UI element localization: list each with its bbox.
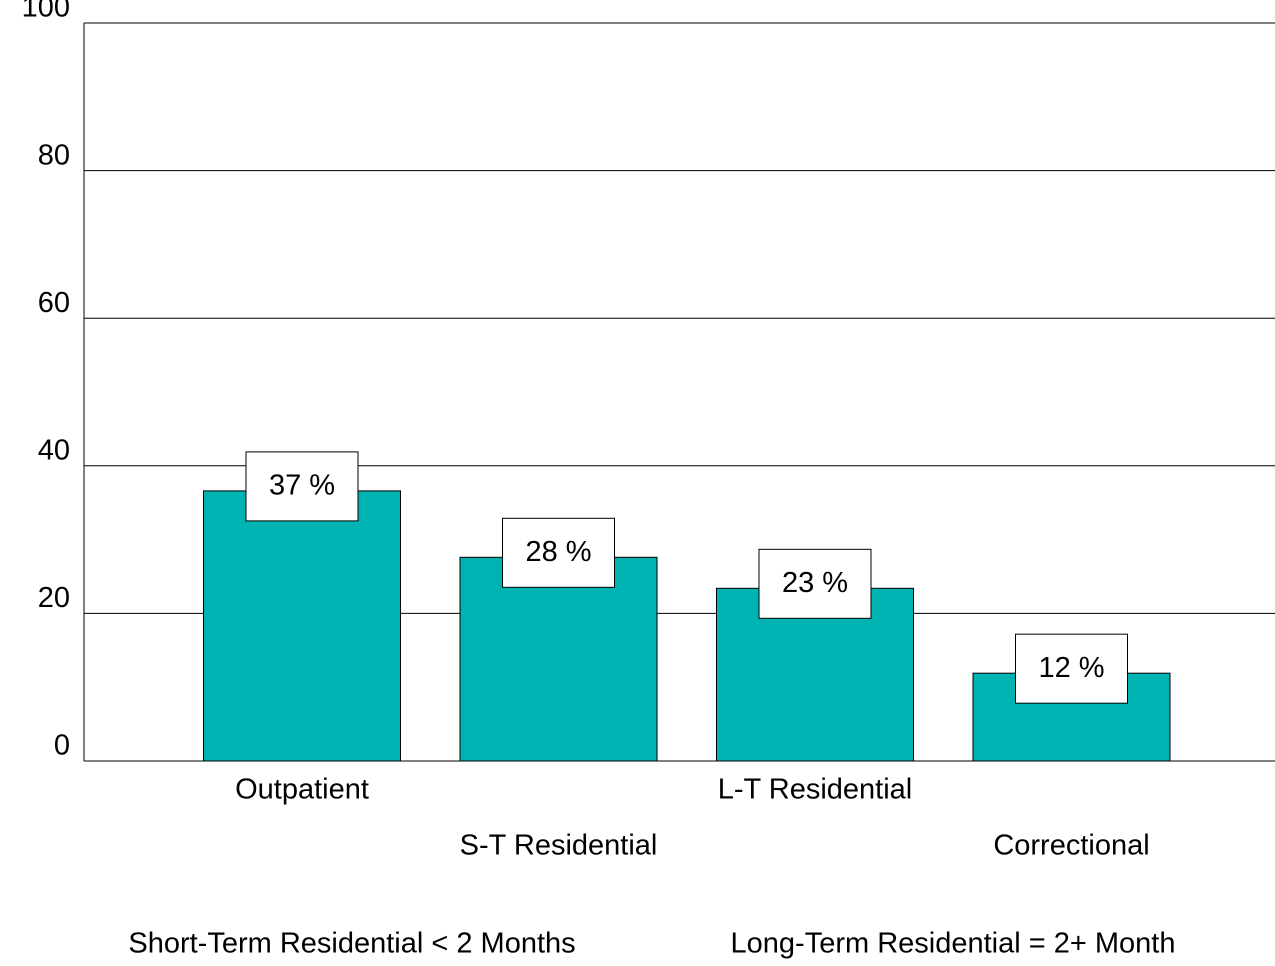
x-tick-label: Correctional (993, 830, 1149, 862)
value-label: 12 % (1038, 652, 1104, 684)
value-label-box (502, 517, 615, 588)
x-tick-label: S-T Residential (460, 830, 658, 862)
value-label: 28 % (525, 536, 591, 568)
bar (459, 556, 658, 762)
value-label: 23 % (782, 567, 848, 599)
x-tick-label: Outpatient (235, 774, 369, 806)
annotation: Long-Term Residential = 2+ Month (731, 928, 1176, 960)
y-tick-label: 20 (38, 582, 70, 614)
value-label-box (245, 451, 359, 522)
value-label-box (758, 548, 872, 619)
y-tick-label: 80 (38, 139, 70, 171)
value-label-box (1015, 633, 1128, 704)
y-tick-label: 60 (38, 287, 70, 319)
value-label: 37 % (269, 470, 335, 502)
annotation: Short-Term Residential < 2 Months (128, 928, 575, 960)
y-tick-label: 100 (22, 0, 70, 24)
x-tick-label: L-T Residential (718, 774, 913, 806)
bar (203, 490, 401, 762)
y-tick-label: 40 (38, 434, 70, 466)
y-tick-label: 0 (54, 730, 70, 762)
